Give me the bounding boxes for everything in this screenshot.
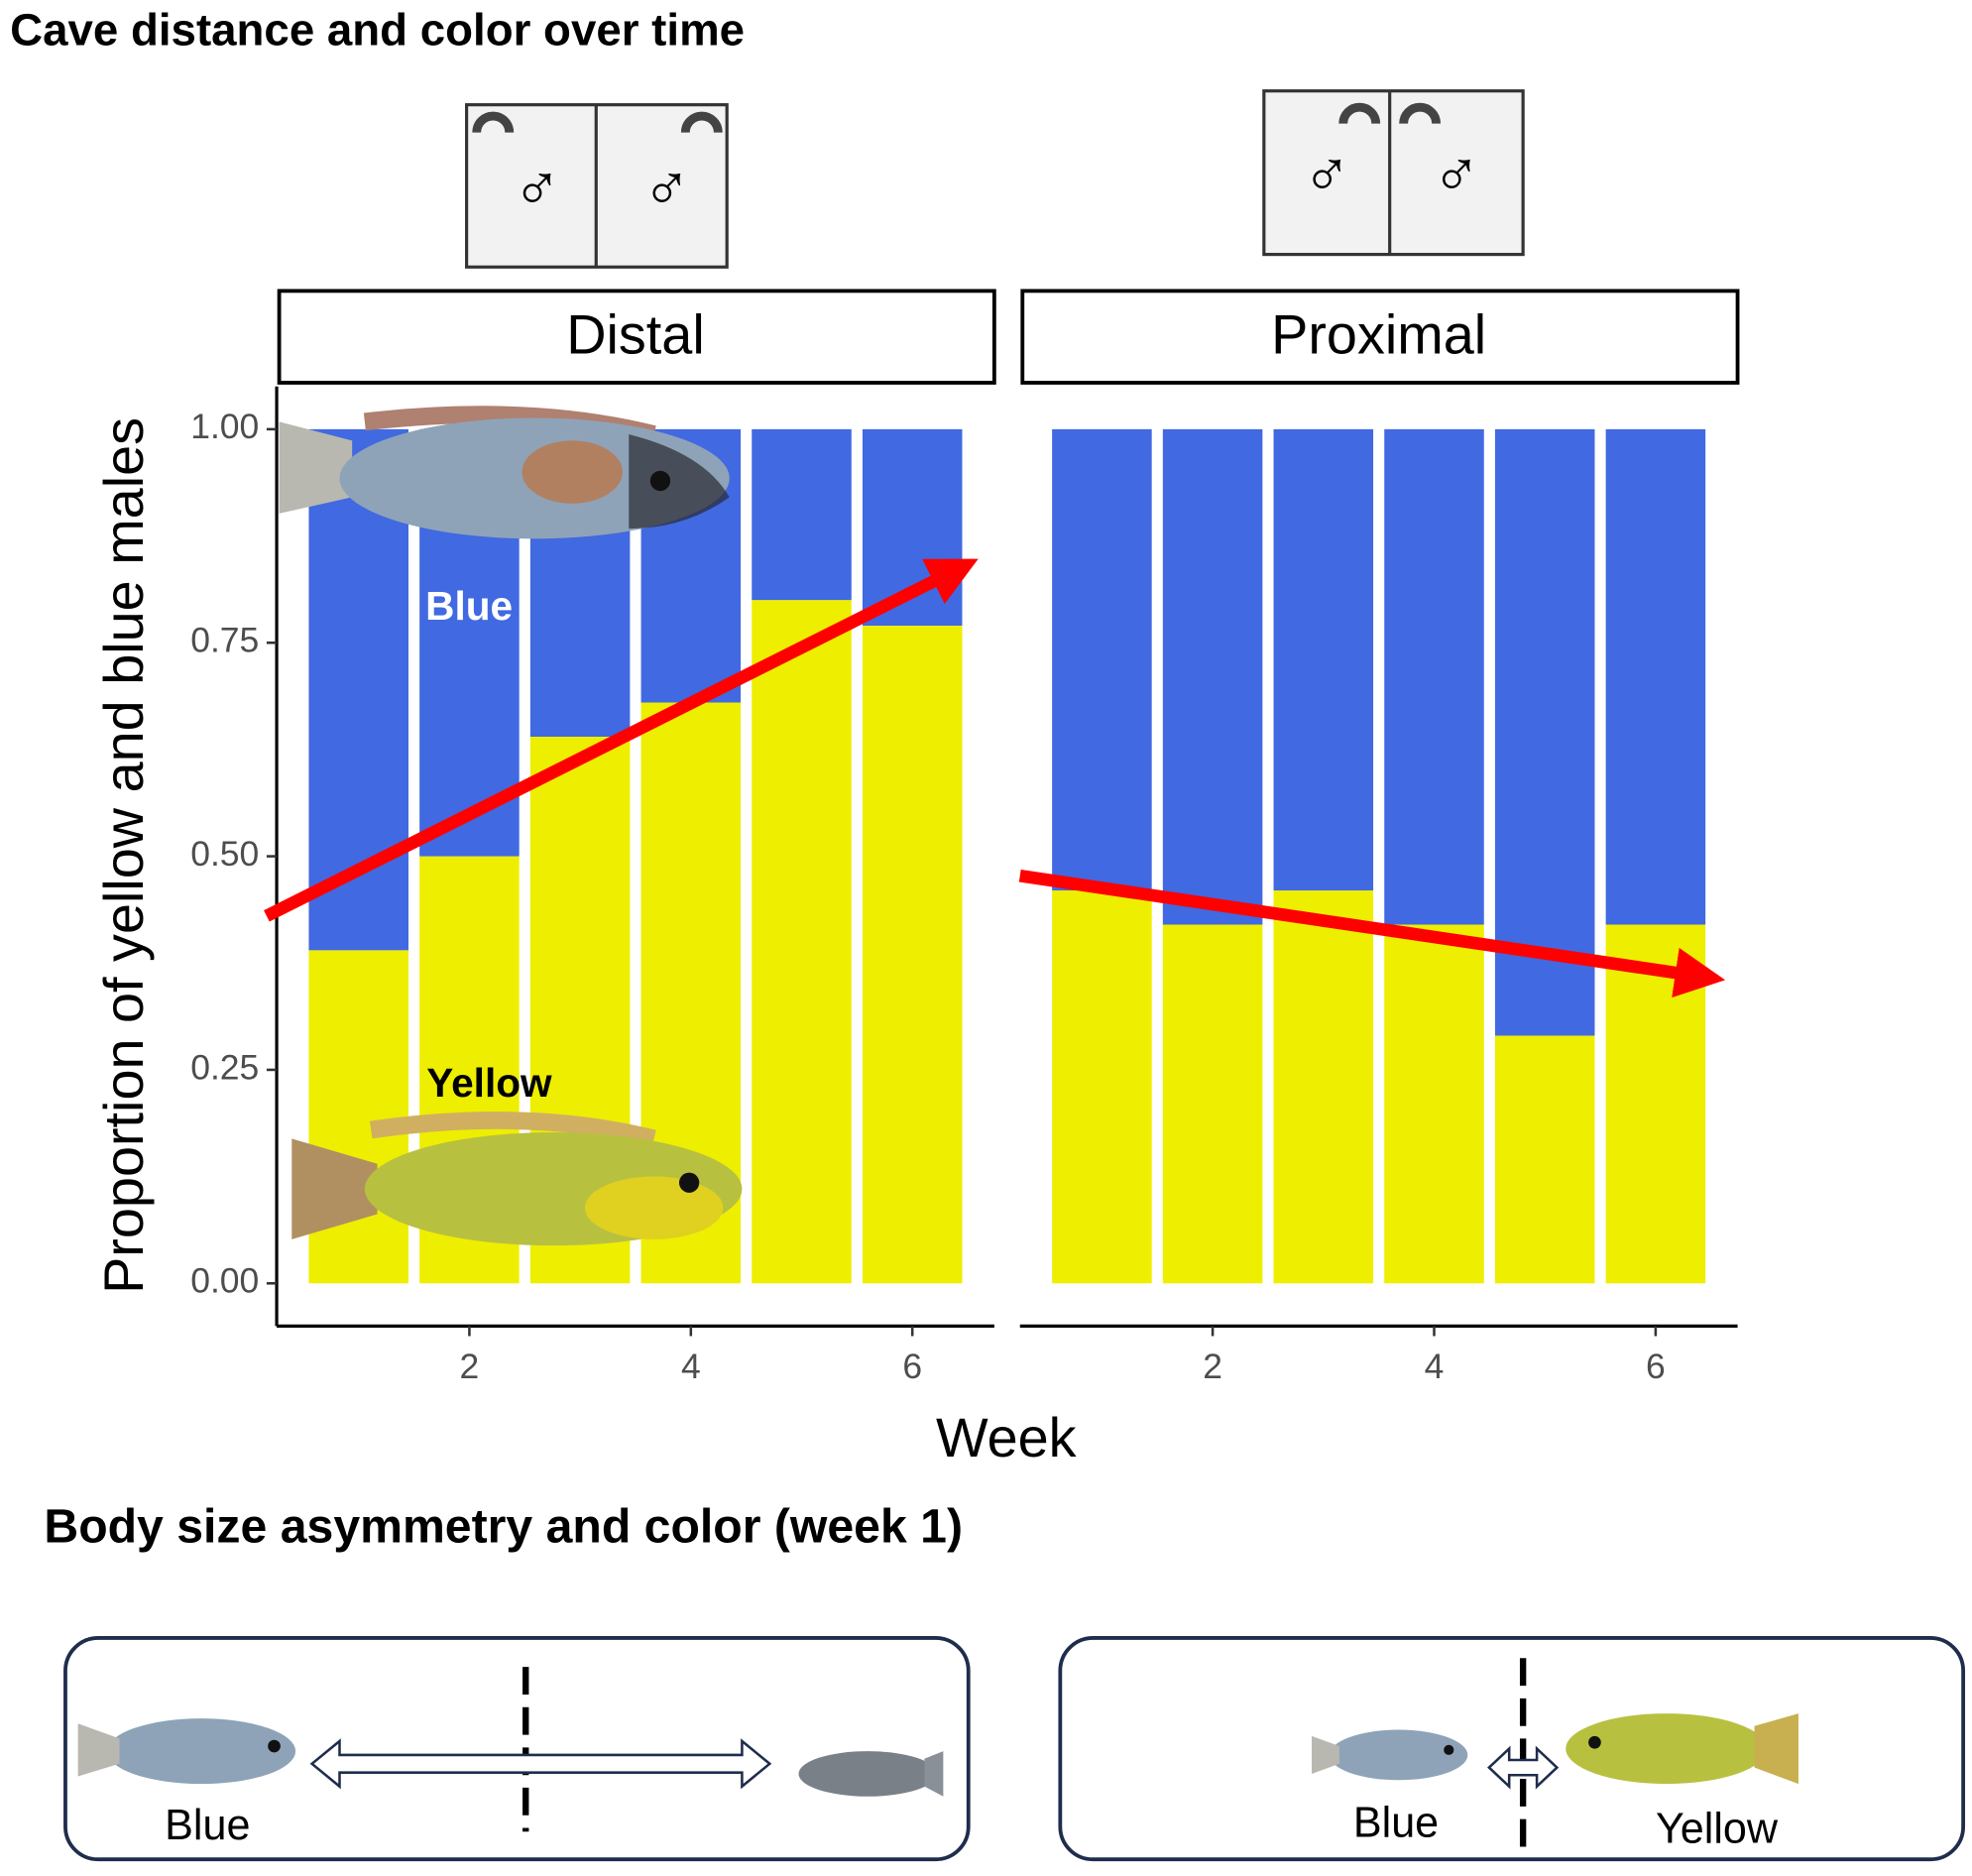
y-tick-label: 0.00: [190, 1261, 259, 1301]
facet-strip: [277, 289, 996, 385]
trend-arrow: [264, 558, 979, 922]
annotation: Yellow: [426, 1060, 552, 1106]
x-tick-label: 2: [460, 1347, 480, 1386]
bar-segment: [1052, 428, 1152, 891]
bar-segment: [1273, 428, 1374, 891]
facet-strip: [1020, 289, 1740, 385]
male-symbol: ♂: [513, 151, 561, 224]
annotation: Blue: [425, 583, 513, 629]
fish-label: Blue: [165, 1802, 250, 1849]
figure-title: Cave distance and color over time: [10, 4, 745, 55]
bar-segment: [308, 950, 408, 1284]
bar-segment: [752, 600, 852, 1284]
bar-segment: [1384, 428, 1484, 925]
x-tick-label: 2: [1203, 1347, 1222, 1386]
y-tick-label: 1.00: [190, 407, 259, 446]
fish-label: Yellow: [1656, 1806, 1779, 1853]
fish-label: Blue: [1353, 1799, 1439, 1846]
bar-segment: [1162, 428, 1263, 925]
body-size-panel: Blue Yellow: [1058, 1636, 1966, 1862]
bar-segment: [1273, 890, 1374, 1284]
x-tick-label: 6: [1646, 1347, 1666, 1386]
y-tick-label: 0.25: [190, 1047, 259, 1087]
male-symbol: ♂: [1303, 137, 1351, 210]
bar-segment: [1162, 924, 1263, 1284]
cage-diagram: ♂ ♂: [1262, 89, 1525, 257]
section-title: Body size asymmetry and color (week 1): [44, 1500, 963, 1554]
cage-diagram: ♂ ♂: [465, 103, 729, 269]
male-symbol: ♂: [1432, 137, 1480, 210]
bar-segment: [1384, 924, 1484, 1284]
x-axis-label: Week: [936, 1406, 1077, 1468]
x-tick-label: 4: [681, 1347, 701, 1386]
bar-segment: [1605, 428, 1706, 925]
male-symbol: ♂: [642, 151, 691, 224]
fish-image: [279, 406, 730, 539]
x-tick-label: 6: [902, 1347, 922, 1386]
body-size-panel: Blue: [63, 1636, 971, 1862]
facet-label: Distal: [566, 302, 705, 365]
bar-segment: [1052, 890, 1152, 1284]
y-tick-label: 0.50: [190, 834, 259, 874]
y-tick-label: 0.75: [190, 621, 259, 660]
bar-segment: [1494, 428, 1595, 1036]
bar-segment: [752, 428, 852, 601]
bar-segment: [1494, 1035, 1595, 1284]
trend-arrow: [1018, 869, 1726, 998]
y-axis-label: Proportion of yellow and blue males: [92, 417, 155, 1294]
facet-label: Proximal: [1271, 302, 1486, 365]
bar-segment: [862, 626, 963, 1284]
x-tick-label: 4: [1425, 1347, 1445, 1386]
fish-image: [291, 1112, 743, 1246]
